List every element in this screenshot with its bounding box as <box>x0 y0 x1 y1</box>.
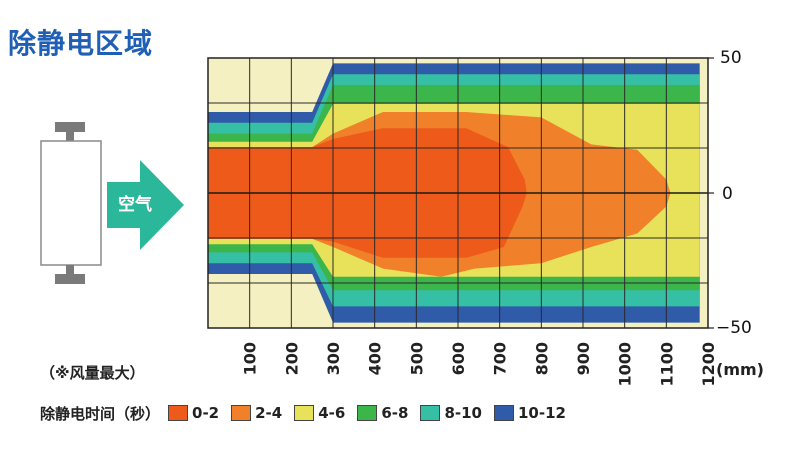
legend-item-0-2: 0-2 <box>168 404 219 422</box>
legend-swatch <box>231 405 252 421</box>
x-tick-label-1000: 1000 <box>616 342 635 387</box>
airflow-label: 空气 <box>118 194 152 215</box>
x-tick-label-600: 600 <box>449 342 468 375</box>
ionizer-device-illustration: 空气 <box>40 122 184 284</box>
y-tick-label-top: 50 <box>720 48 742 68</box>
x-tick-label-400: 400 <box>366 342 385 375</box>
legend-label: 10-12 <box>518 404 566 422</box>
legend-label: 4-6 <box>318 404 346 422</box>
legend-swatch <box>294 405 315 421</box>
legend-swatch <box>494 405 514 421</box>
legend-item-10-12: 10-12 <box>494 404 566 422</box>
legend-swatch <box>168 405 189 421</box>
airflow-arrow <box>107 160 184 250</box>
legend-label: 0-2 <box>192 404 220 422</box>
device-body <box>40 140 102 266</box>
legend-label: 8-10 <box>444 404 482 422</box>
legend-swatch <box>357 405 378 421</box>
airflow-note: （※风量最大） <box>40 364 145 382</box>
legend-item-6-8: 6-8 <box>357 404 408 422</box>
legend-label: 6-8 <box>381 404 409 422</box>
x-axis-unit: (mm) <box>716 360 764 379</box>
legend: 除静电时间（秒） 0-2 2-4 4-6 6-8 8-10 10-12 <box>40 402 578 424</box>
x-tick-label-1200: 1200 <box>699 342 718 387</box>
x-tick-label-1100: 1100 <box>657 342 676 387</box>
legend-label: 2-4 <box>255 404 283 422</box>
legend-swatch <box>420 405 441 421</box>
x-tick-label-100: 100 <box>241 342 260 375</box>
x-tick-label-200: 200 <box>282 342 301 375</box>
x-tick-label-300: 300 <box>324 342 343 375</box>
plot-area: 100 200 300 400 500 600 700 800 900 1000 1100 1200 <box>207 57 718 387</box>
device-top-stem <box>66 132 74 141</box>
device-bottom-cap <box>55 274 85 284</box>
device-top-cap <box>55 122 85 132</box>
legend-item-4-6: 4-6 <box>294 404 345 422</box>
device-bottom-stem <box>66 265 74 274</box>
x-tick-label-900: 900 <box>574 342 593 375</box>
legend-item-8-10: 8-10 <box>420 404 482 422</box>
x-tick-label-800: 800 <box>532 342 551 375</box>
legend-item-2-4: 2-4 <box>231 404 282 422</box>
x-tick-label-700: 700 <box>491 342 510 375</box>
y-tick-label-bottom: −50 <box>716 318 752 338</box>
x-tick-label-500: 500 <box>407 342 426 375</box>
legend-title: 除静电时间（秒） <box>40 404 161 423</box>
page-title: 除静电区域 <box>8 27 154 60</box>
y-tick-label-zero: 0 <box>722 184 733 204</box>
